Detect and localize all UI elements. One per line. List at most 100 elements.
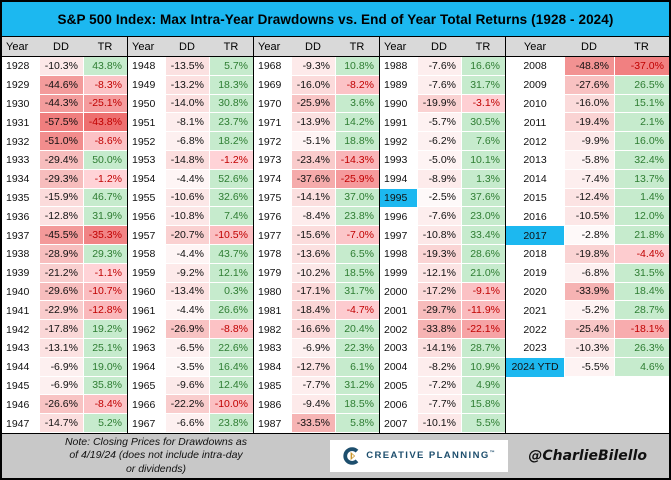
drawdown-cell: -33.9% xyxy=(564,282,614,302)
return-cell: 21.8% xyxy=(614,226,669,245)
year-cell: 2005 xyxy=(384,379,408,392)
drawdown-cell: -6.2% xyxy=(417,132,461,151)
table-row: 1981 -18.4% -4.7% xyxy=(254,301,379,321)
year-cell: 1962 xyxy=(132,323,156,336)
table-row: 1977 -15.6% -7.0% xyxy=(254,226,379,245)
drawdown-cell: -5.0% xyxy=(417,150,461,170)
table-row: 1973 -23.4% -14.3% xyxy=(254,150,379,170)
return-cell: 12.4% xyxy=(209,376,253,396)
year-cell: 1986 xyxy=(258,398,282,411)
table-row: 1960 -13.4% 0.3% xyxy=(128,282,253,302)
table-row: 1938 -28.9% 29.3% xyxy=(2,244,127,264)
year-cell: 2009 xyxy=(523,79,547,92)
year-cell: 1991 xyxy=(384,116,408,129)
year-cell: 1975 xyxy=(258,191,282,204)
table-row: 1947 -14.7% 5.2% xyxy=(2,414,127,433)
drawdown-cell: -12.4% xyxy=(564,188,614,208)
empty-cell xyxy=(506,414,564,433)
drawdown-cell: -9.6% xyxy=(165,376,209,396)
table-row: 2021 -5.2% 28.7% xyxy=(506,301,669,321)
table-row: 2022 -25.4% -18.1% xyxy=(506,320,669,339)
table-row: 1992 -6.2% 7.6% xyxy=(380,132,505,151)
return-cell: 21.0% xyxy=(461,263,505,283)
return-cell: 20.4% xyxy=(335,320,379,339)
table-row: 2012 -9.9% 16.0% xyxy=(506,132,669,151)
drawdown-cell: -48.8% xyxy=(564,57,614,76)
drawdown-cell: -9.9% xyxy=(564,132,614,151)
year-cell: 2024 YTD xyxy=(506,357,564,377)
header-row: Year DD TR xyxy=(254,37,379,57)
table-row: 1937 -45.5% -35.3% xyxy=(2,226,127,245)
table-row: 1957 -20.7% -10.5% xyxy=(128,226,253,245)
table-row xyxy=(506,376,669,396)
year-cell: 2013 xyxy=(523,154,547,167)
table-row: 1990 -19.9% -3.1% xyxy=(380,94,505,114)
drawdown-cell: -13.5% xyxy=(165,57,209,76)
return-cell: -10.7% xyxy=(83,282,127,302)
drawdown-cell: -10.5% xyxy=(564,207,614,227)
year-cell: 2006 xyxy=(384,398,408,411)
year-cell: 1930 xyxy=(6,97,30,110)
return-cell: 31.2% xyxy=(335,376,379,396)
year-cell: 1948 xyxy=(132,60,156,73)
table-row xyxy=(506,395,669,415)
table-row: 2002 -33.8% -22.1% xyxy=(380,320,505,339)
return-cell: 43.8% xyxy=(83,57,127,76)
year-cell: 1987 xyxy=(258,417,282,430)
year-cell: 1946 xyxy=(6,398,30,411)
empty-cell xyxy=(614,376,669,396)
table-row: 2016 -10.5% 12.0% xyxy=(506,207,669,227)
table-row: 1965 -9.6% 12.4% xyxy=(128,376,253,396)
year-cell: 1953 xyxy=(132,154,156,167)
year-cell: 1968 xyxy=(258,60,282,73)
drawdown-cell: -8.4% xyxy=(291,207,335,227)
year-cell: 1931 xyxy=(6,116,30,129)
drawdown-cell: -7.4% xyxy=(564,169,614,189)
table-row: 2018 -19.8% -4.4% xyxy=(506,244,669,264)
return-cell: 16.4% xyxy=(209,357,253,377)
return-cell: -35.3% xyxy=(83,226,127,245)
year-cell: 2004 xyxy=(384,361,408,374)
return-cell: 10.9% xyxy=(461,357,505,377)
return-cell: -10.5% xyxy=(209,226,253,245)
table-row: 2020 -33.9% 18.4% xyxy=(506,282,669,302)
drawdown-cell: -3.5% xyxy=(165,357,209,377)
table-row: 1993 -5.0% 10.1% xyxy=(380,150,505,170)
drawdown-cell: -6.9% xyxy=(39,357,83,377)
drawdown-cell: -12.8% xyxy=(39,207,83,227)
column-header-year: Year xyxy=(523,40,547,53)
return-cell: -8.4% xyxy=(83,395,127,415)
chart-title: S&P 500 Index: Max Intra-Year Drawdowns … xyxy=(2,2,669,37)
drawdown-cell: -10.8% xyxy=(165,207,209,227)
year-cell: 1943 xyxy=(6,342,30,355)
table-row: 2010 -16.0% 15.1% xyxy=(506,94,669,114)
drawdown-cell: -26.9% xyxy=(165,320,209,339)
year-cell: 2014 xyxy=(523,173,547,186)
return-cell: 33.4% xyxy=(461,226,505,245)
table-row: 1974 -37.6% -25.9% xyxy=(254,169,379,189)
return-cell: 26.3% xyxy=(614,338,669,358)
table-row: 1989 -7.6% 31.7% xyxy=(380,75,505,95)
year-cell: 1960 xyxy=(132,285,156,298)
drawdown-cell: -8.2% xyxy=(417,357,461,377)
drawdown-cell: -6.8% xyxy=(564,263,614,283)
table-row: 1930 -44.3% -25.1% xyxy=(2,94,127,114)
return-cell: 23.8% xyxy=(209,414,253,433)
table-row: 1954 -4.4% 52.6% xyxy=(128,169,253,189)
return-cell: 0.3% xyxy=(209,282,253,302)
year-cell: 1979 xyxy=(258,267,282,280)
return-cell: 23.8% xyxy=(335,207,379,227)
return-cell: 31.7% xyxy=(335,282,379,302)
return-cell: -18.1% xyxy=(614,320,669,339)
table-row: 1932 -51.0% -8.6% xyxy=(2,132,127,151)
table-row: 1986 -9.4% 18.5% xyxy=(254,395,379,415)
table-row: 1940 -29.6% -10.7% xyxy=(2,282,127,302)
table-row: 1934 -29.3% -1.2% xyxy=(2,169,127,189)
year-cell: 1984 xyxy=(258,361,282,374)
year-cell: 1963 xyxy=(132,342,156,355)
drawdown-cell: -19.3% xyxy=(417,244,461,264)
table-row: 1982 -16.6% 20.4% xyxy=(254,320,379,339)
drawdown-cell: -33.8% xyxy=(417,320,461,339)
return-cell: 35.8% xyxy=(83,376,127,396)
